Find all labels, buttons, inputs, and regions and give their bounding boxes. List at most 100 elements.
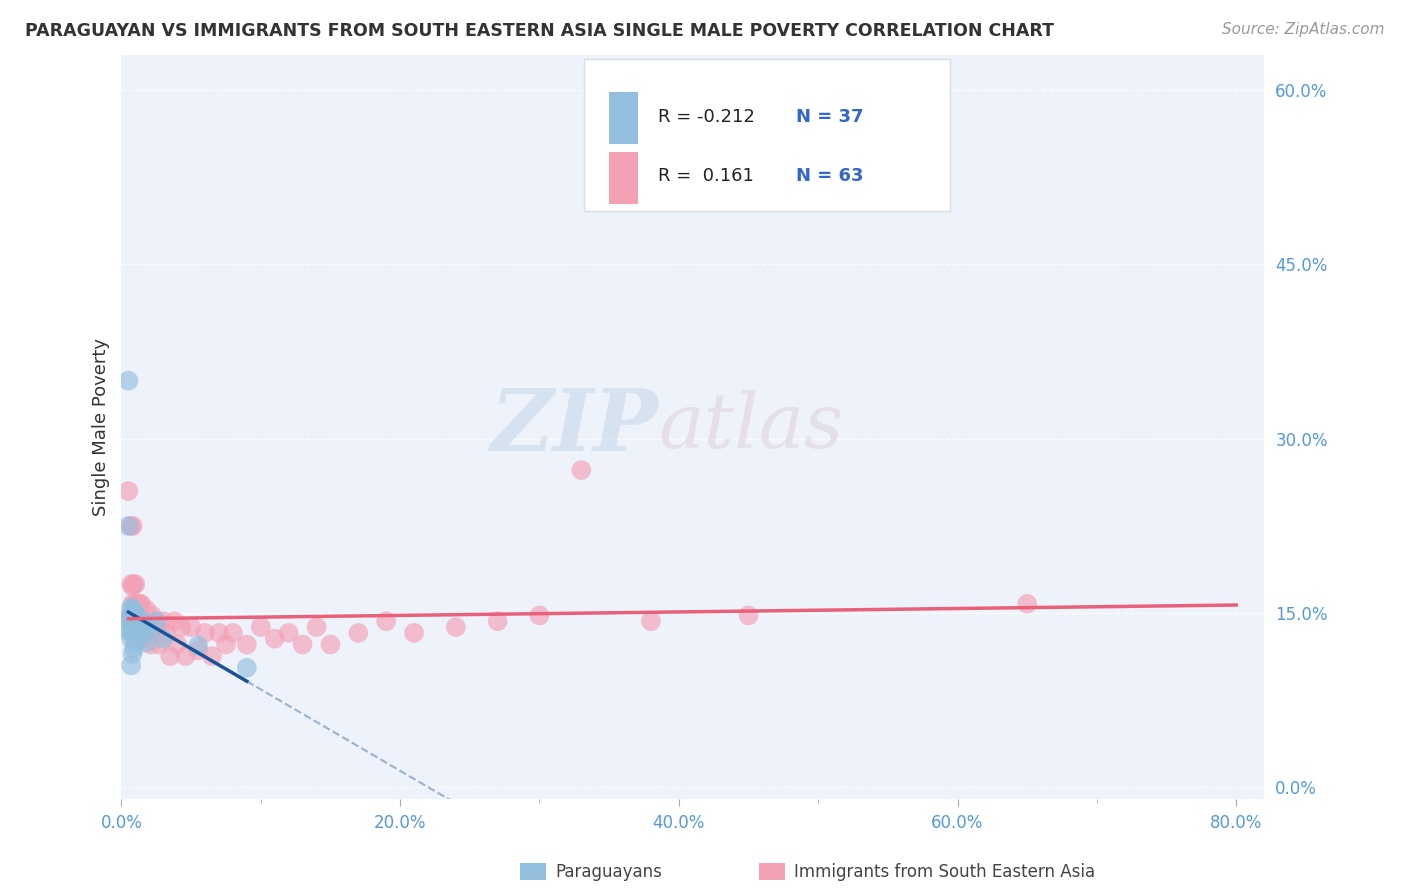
Point xyxy=(155,626,177,640)
Point xyxy=(486,614,509,628)
Point xyxy=(170,620,193,634)
Point xyxy=(120,658,142,673)
Point xyxy=(141,608,163,623)
Point xyxy=(215,638,238,652)
Point xyxy=(122,602,145,616)
Point xyxy=(121,519,143,533)
Point xyxy=(249,620,271,634)
Point xyxy=(121,647,143,661)
Point xyxy=(121,609,143,624)
Text: N = 63: N = 63 xyxy=(796,168,863,186)
Point xyxy=(163,614,186,628)
Point xyxy=(129,627,152,641)
Point xyxy=(117,374,139,388)
Point xyxy=(152,632,174,646)
Point xyxy=(180,620,202,634)
Point xyxy=(122,624,145,638)
Point xyxy=(125,608,148,623)
Point xyxy=(135,635,157,649)
Point xyxy=(263,632,285,646)
Point xyxy=(569,463,592,477)
Point xyxy=(236,661,259,675)
Point xyxy=(120,632,142,646)
Text: N = 37: N = 37 xyxy=(796,108,863,126)
Point xyxy=(124,597,146,611)
Point xyxy=(120,608,142,623)
Point xyxy=(120,519,142,533)
Point xyxy=(127,626,149,640)
Point xyxy=(125,597,148,611)
Point xyxy=(124,620,146,634)
Point xyxy=(128,597,150,611)
Point xyxy=(124,626,146,640)
Point xyxy=(208,626,231,640)
Point xyxy=(120,614,142,628)
Point xyxy=(529,608,551,623)
Point xyxy=(131,614,153,628)
Point xyxy=(121,602,143,616)
Point xyxy=(120,620,142,634)
Point xyxy=(132,627,155,641)
Point xyxy=(134,626,156,640)
Point xyxy=(737,608,759,623)
Point xyxy=(222,626,245,640)
Point xyxy=(148,638,170,652)
Point xyxy=(118,608,141,623)
Point xyxy=(145,620,167,634)
Point xyxy=(145,614,167,628)
Point xyxy=(404,626,426,640)
Text: ZIP: ZIP xyxy=(491,385,658,469)
FancyBboxPatch shape xyxy=(609,152,638,204)
FancyBboxPatch shape xyxy=(609,93,638,145)
Point xyxy=(124,577,146,591)
Point xyxy=(122,577,145,591)
Point xyxy=(1017,597,1039,611)
Point xyxy=(187,643,209,657)
Point xyxy=(444,620,467,634)
Point xyxy=(152,614,174,628)
Point xyxy=(132,614,155,628)
Point xyxy=(129,632,152,646)
Point xyxy=(131,632,153,646)
Point xyxy=(121,579,143,593)
Point xyxy=(121,614,143,628)
Point xyxy=(128,626,150,640)
Point xyxy=(131,614,153,628)
Point xyxy=(277,626,299,640)
Point xyxy=(187,639,209,653)
Point xyxy=(122,626,145,640)
Point xyxy=(117,484,139,499)
Point xyxy=(117,519,139,533)
Point xyxy=(122,604,145,618)
Point xyxy=(159,649,181,664)
Point xyxy=(125,626,148,640)
Point xyxy=(134,620,156,634)
Point xyxy=(127,614,149,628)
Text: R = -0.212: R = -0.212 xyxy=(658,108,755,126)
Point xyxy=(122,614,145,628)
Point xyxy=(236,638,259,652)
Point xyxy=(640,614,662,628)
Point xyxy=(128,620,150,634)
Point xyxy=(129,597,152,611)
Point xyxy=(120,614,142,628)
Point xyxy=(117,624,139,638)
Point xyxy=(124,608,146,623)
Point xyxy=(121,597,143,611)
Y-axis label: Single Male Poverty: Single Male Poverty xyxy=(93,338,110,516)
Point xyxy=(120,577,142,591)
Point xyxy=(194,626,217,640)
Text: Source: ZipAtlas.com: Source: ZipAtlas.com xyxy=(1222,22,1385,37)
Point xyxy=(122,640,145,655)
Point xyxy=(117,612,139,626)
Point xyxy=(135,602,157,616)
Point xyxy=(122,609,145,624)
Text: R =  0.161: R = 0.161 xyxy=(658,168,755,186)
Point xyxy=(166,638,188,652)
Point xyxy=(124,614,146,628)
Point xyxy=(120,600,142,615)
Point xyxy=(201,649,224,664)
Point xyxy=(319,638,342,652)
Point xyxy=(305,620,328,634)
Text: PARAGUAYAN VS IMMIGRANTS FROM SOUTH EASTERN ASIA SINGLE MALE POVERTY CORRELATION: PARAGUAYAN VS IMMIGRANTS FROM SOUTH EAST… xyxy=(25,22,1054,40)
